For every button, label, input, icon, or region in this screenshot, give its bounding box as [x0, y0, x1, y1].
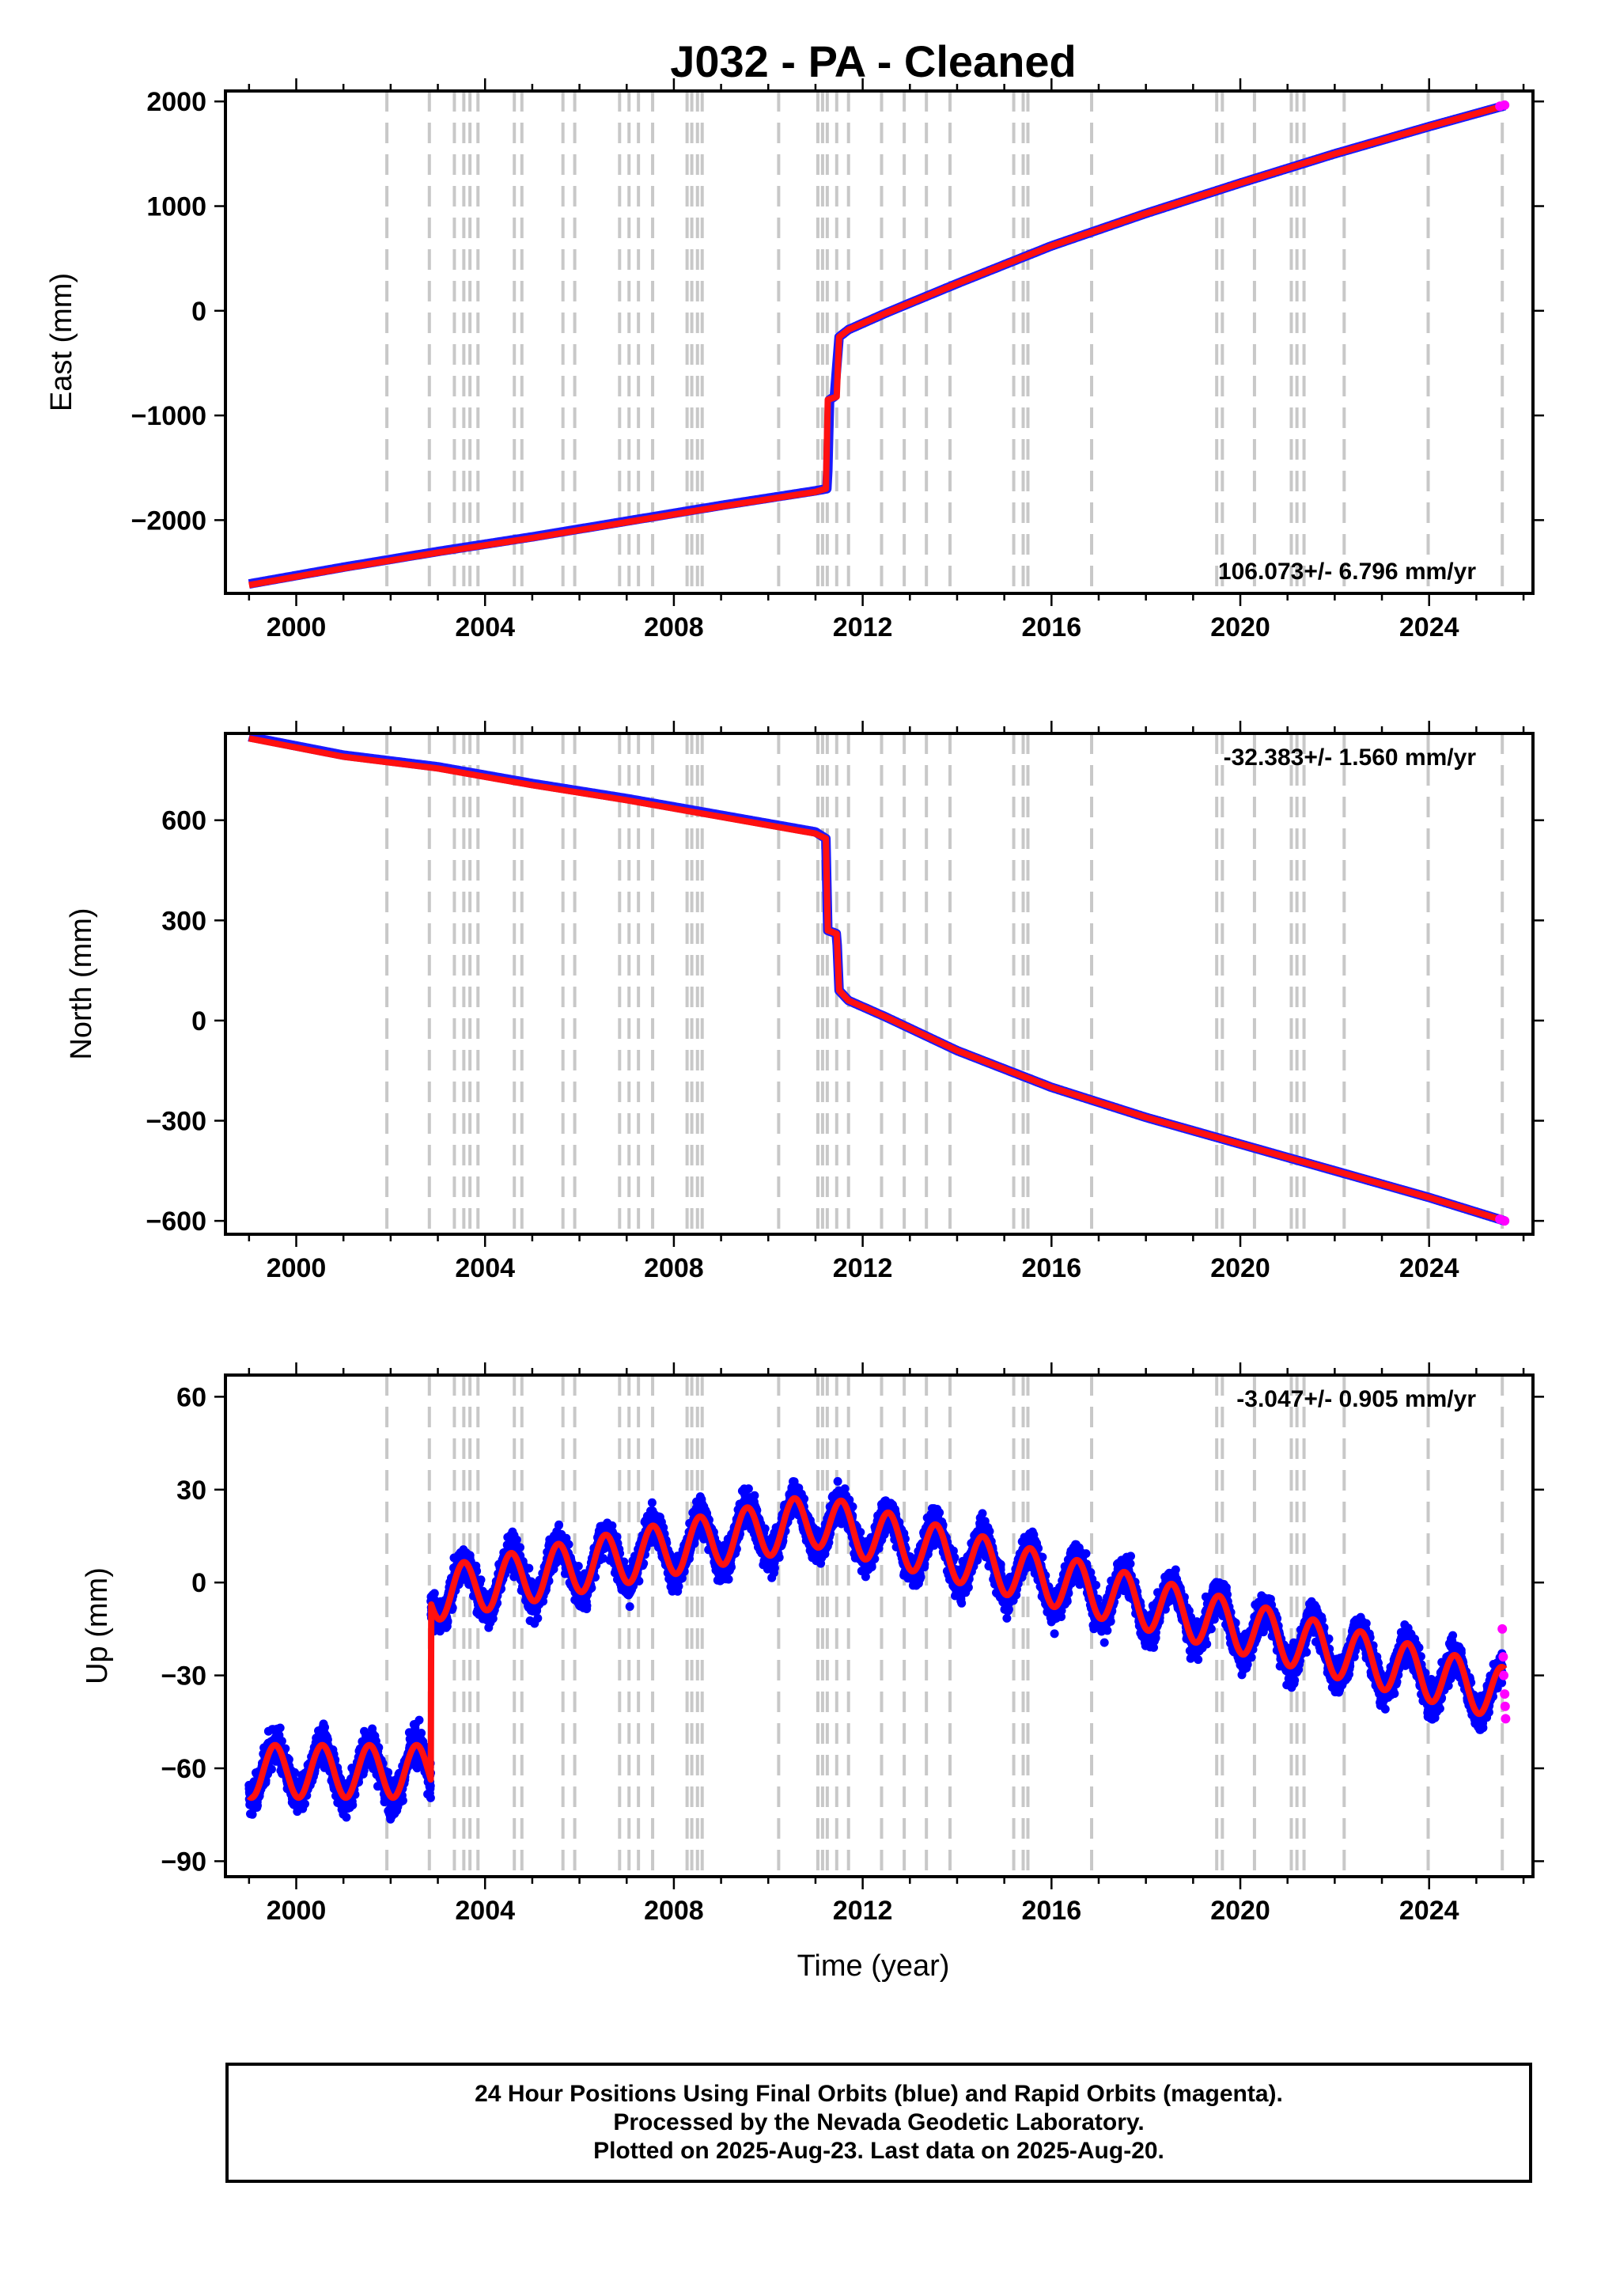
final-obs-band: [245, 100, 1508, 589]
rapid-obs-point: [1500, 1216, 1510, 1226]
final-obs-point: [275, 1723, 285, 1733]
x-tick-label: 2020: [1210, 612, 1270, 642]
final-obs-point: [426, 1781, 435, 1790]
final-obs-point: [384, 1767, 393, 1777]
y-tick-label: 2000: [146, 87, 206, 117]
final-obs-point: [253, 1801, 262, 1810]
x-tick-label: 2024: [1399, 1253, 1459, 1283]
y-tick-label: 1000: [146, 192, 206, 222]
x-tick-label: 2016: [1021, 612, 1081, 642]
final-obs-point: [724, 1574, 733, 1584]
east-frame: [224, 89, 1535, 595]
rate-label: -32.383+/- 1.560 mm/yr: [1224, 744, 1477, 771]
final-obs-point: [301, 1799, 309, 1809]
final-obs-point: [426, 1793, 435, 1802]
chart-title: J032 - PA - Cleaned: [670, 36, 1077, 86]
y-tick-label: −1000: [131, 401, 207, 431]
east-plot-area: [245, 91, 1510, 593]
x-tick-label: 2000: [267, 1253, 327, 1283]
x-tick-label: 2012: [833, 612, 893, 642]
x-tick-label: 2024: [1399, 612, 1459, 642]
y-tick-label: 0: [191, 297, 206, 327]
y-tick-label: −600: [146, 1207, 206, 1237]
final-obs-point: [430, 1589, 439, 1598]
final-obs-point: [348, 1801, 358, 1809]
final-obs-point: [582, 1601, 592, 1611]
x-tick-label: 2000: [267, 612, 327, 642]
final-obs-point: [647, 1498, 657, 1507]
final-obs-point: [267, 1764, 276, 1774]
final-obs-point: [414, 1715, 424, 1725]
final-obs-point: [533, 1613, 543, 1623]
y-tick-label: −2000: [131, 506, 207, 536]
rapid-obs-point: [1500, 100, 1510, 110]
north-frame: [224, 732, 1535, 1236]
final-obs-point: [744, 1484, 753, 1494]
final-obs-point: [833, 1476, 842, 1486]
model-curve: [248, 735, 1506, 1224]
final-obs-point: [524, 1563, 534, 1573]
east-panel: 2000 2004 2008 2012 2016 2020 2024 −2000 −1000 0 1…: [45, 78, 1544, 642]
final-obs-point: [320, 1722, 329, 1732]
final-obs-point: [342, 1813, 351, 1822]
y-tick-label: 600: [161, 806, 206, 836]
final-obs-point: [554, 1520, 564, 1529]
final-obs-point: [290, 1767, 300, 1777]
north-plot-area: [245, 733, 1510, 1234]
north-panel: 2000 2004 2008 2012 2016 2020 2024 −600 −300 0 300…: [65, 721, 1544, 1283]
up-panel: 2000 2004 2008 2012 2016 2020 2024−90−60−30030…: [81, 1362, 1544, 1926]
x-tick-label: 2020: [1210, 1253, 1270, 1283]
rate-label: 106.073+/- 6.796 mm/yr: [1218, 559, 1476, 585]
x-tick-label: 2008: [644, 1253, 704, 1283]
y-tick-label: 300: [161, 906, 206, 936]
x-tick-label: 2004: [455, 1253, 515, 1283]
x-tick-label: 2012: [833, 1253, 893, 1283]
final-obs-point: [573, 1562, 583, 1570]
model-curve: [248, 102, 1506, 589]
x-tick-label: 2016: [1021, 1253, 1081, 1283]
y-tick-label: −300: [146, 1107, 206, 1137]
final-obs-point: [323, 1735, 332, 1745]
final-obs-point: [625, 1602, 634, 1612]
final-obs-point: [417, 1729, 426, 1737]
y-axis-label: East (mm): [45, 273, 78, 411]
final-obs-point: [398, 1796, 407, 1805]
final-obs-point: [770, 1563, 779, 1573]
x-tick-label: 2008: [644, 612, 704, 642]
x-tick-label: 2004: [455, 612, 515, 642]
final-obs-band: [245, 733, 1508, 1226]
final-obs-point: [248, 1809, 257, 1819]
final-obs-point: [277, 1737, 286, 1746]
up-plot-area: [244, 1375, 1511, 1877]
final-obs-point: [512, 1535, 521, 1544]
y-axis-label: North (mm): [65, 907, 98, 1059]
final-obs-point: [750, 1491, 759, 1500]
y-tick-label: 0: [191, 1006, 206, 1036]
final-obs-point: [516, 1543, 524, 1552]
